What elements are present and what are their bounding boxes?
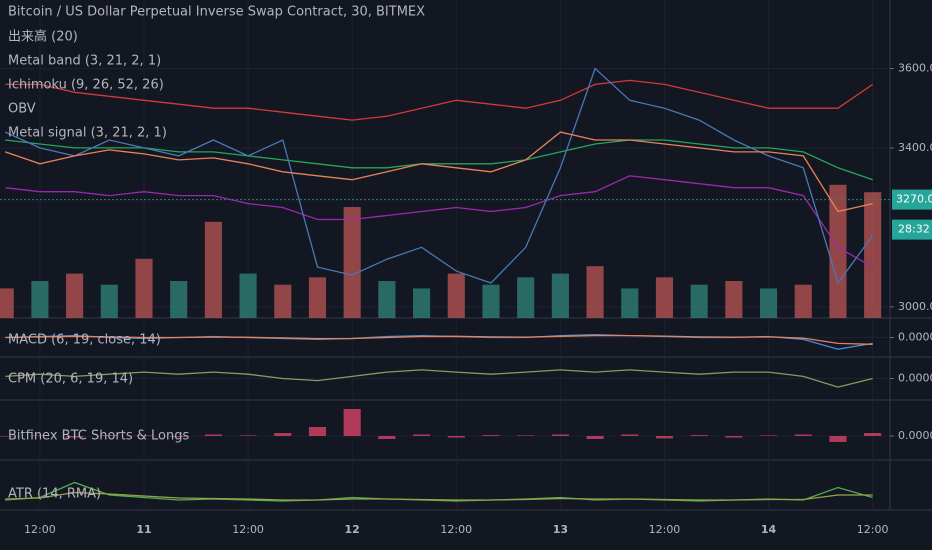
series-line	[5, 491, 873, 501]
bar	[551, 434, 569, 436]
bar	[413, 434, 431, 436]
indicator-label: Ichimoku (9, 26, 52, 26)	[8, 78, 164, 93]
bar	[204, 221, 222, 318]
indicator-label: 出来高 (20)	[8, 29, 78, 45]
bar	[66, 436, 84, 438]
panel-title: Bitfinex BTC Shorts & Longs	[8, 429, 189, 444]
y-tick-label: 0.0000	[898, 331, 932, 344]
last-price-box	[892, 189, 932, 210]
bar	[0, 436, 14, 437]
bar	[725, 436, 743, 438]
bar	[829, 436, 847, 442]
bar	[447, 273, 465, 318]
bar	[517, 277, 535, 318]
bar	[864, 192, 882, 318]
bar	[864, 433, 882, 436]
bar	[31, 435, 49, 436]
indicator-label: OBV	[8, 102, 36, 117]
countdown-label: 28:32	[898, 223, 930, 236]
x-tick-label: 13	[553, 523, 568, 536]
bar	[621, 288, 639, 318]
bar	[586, 266, 604, 318]
bar	[759, 288, 778, 318]
bar	[170, 281, 188, 318]
bar	[829, 184, 847, 318]
bar	[690, 284, 708, 318]
bar	[274, 284, 292, 318]
bar	[482, 284, 500, 318]
bar	[0, 288, 14, 318]
y-tick-label: 3400.0	[898, 141, 932, 154]
bar	[551, 273, 569, 318]
bar	[239, 435, 257, 436]
panel-title: MACD (6, 19, close, 14)	[8, 333, 161, 348]
bar	[690, 435, 708, 436]
x-tick-label: 12:00	[232, 523, 264, 536]
x-tick-label: 12	[345, 523, 360, 536]
bar	[100, 284, 118, 318]
y-tick-label: 3000.0	[898, 300, 932, 313]
series-line	[4, 67, 874, 285]
bar	[413, 288, 431, 318]
x-tick-label: 12:00	[649, 523, 681, 536]
bar	[759, 435, 778, 436]
series-line	[5, 175, 874, 268]
y-tick-label: 0.0000	[898, 429, 932, 442]
bar	[655, 436, 674, 439]
bar	[100, 435, 118, 436]
bar	[343, 409, 361, 436]
bar	[135, 258, 153, 318]
bar	[31, 281, 49, 318]
bar	[794, 434, 812, 436]
x-tick-label: 11	[136, 523, 151, 536]
series-line	[5, 369, 873, 388]
y-tick-label: 0.0000	[898, 372, 932, 385]
bar	[378, 436, 396, 439]
chart-title: Bitcoin / US Dollar Perpetual Inverse Sw…	[8, 5, 425, 20]
bar	[621, 434, 639, 436]
bar	[135, 435, 153, 436]
series-line	[4, 131, 873, 213]
x-tick-label: 14	[761, 523, 777, 536]
bar	[274, 433, 292, 436]
bar	[308, 277, 327, 318]
series-line	[5, 334, 873, 345]
last-price-label: 3270.0	[896, 193, 932, 206]
bar	[239, 273, 257, 318]
bar	[447, 436, 465, 438]
bar	[204, 434, 222, 436]
x-tick-label: 12:00	[857, 523, 889, 536]
bar	[517, 435, 535, 436]
bar	[308, 427, 327, 436]
bar	[378, 281, 396, 318]
bar	[170, 436, 188, 437]
bar	[794, 284, 812, 318]
bar	[586, 436, 604, 439]
x-tick-label: 12:00	[440, 523, 472, 536]
bar	[66, 273, 84, 318]
indicator-label: Metal band (3, 21, 2, 1)	[8, 54, 161, 69]
bar	[725, 281, 743, 318]
bar	[482, 435, 500, 436]
countdown-box	[892, 219, 932, 240]
panel-title: ATR (14, RMA)	[8, 487, 101, 502]
bar	[343, 207, 361, 318]
bar	[655, 277, 674, 318]
panel-title: CPM (20, 6, 19, 14)	[8, 372, 133, 387]
indicator-label: Metal signal (3, 21, 2, 1)	[8, 126, 167, 141]
x-tick-label: 12:00	[24, 523, 56, 536]
series-line	[5, 79, 874, 121]
y-tick-label: 3600.0	[898, 61, 932, 74]
